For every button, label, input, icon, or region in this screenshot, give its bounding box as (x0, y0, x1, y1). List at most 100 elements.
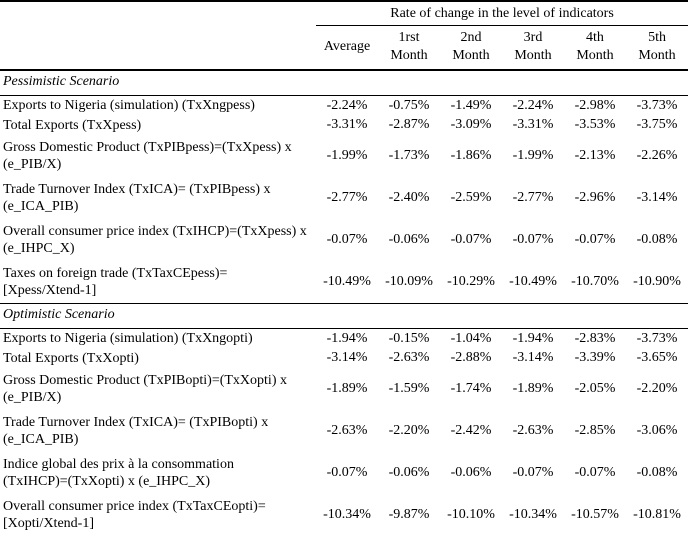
span-header: Rate of change in the level of indicator… (316, 1, 688, 26)
table-row: Trade Turnover Index (TxICA)= (TxPIBopti… (0, 410, 688, 452)
value-cell: -10.57% (571, 506, 619, 522)
table-row: Gross Domestic Product (TxPIBopti)=(TxXo… (0, 368, 688, 410)
value-cell: -1.99% (512, 148, 554, 164)
table-row: Overall consumer price index (TxTaxCEopt… (0, 494, 688, 533)
value-cell: -0.07% (512, 465, 554, 481)
value-cell: -3.75% (636, 117, 678, 133)
value-cell: -2.63% (512, 423, 554, 439)
table-row: Exports to Nigeria (simulation) (TxXngop… (0, 328, 688, 348)
value-cell: -3.14% (636, 190, 678, 206)
table-row: Total Exports (TxXpess) -3.31% -2.87% -3… (0, 115, 688, 135)
value-cell: -2.63% (388, 350, 430, 366)
column-header-month-1: 1rst Month (378, 25, 440, 71)
value-cell: -9.87% (388, 506, 430, 522)
value-cell: -2.83% (574, 330, 616, 346)
value-cell: -10.34% (323, 506, 371, 522)
row-label: Gross Domestic Product (TxPIBopti)=(TxXo… (3, 373, 287, 406)
table-row: Gross Domestic Product (TxPIBpess)=(TxXp… (0, 135, 688, 177)
row-label: Total Exports (TxXpess) (3, 117, 142, 133)
value-cell: -2.85% (574, 423, 616, 439)
value-cell: -0.75% (388, 97, 430, 113)
value-cell: -3.14% (512, 350, 554, 366)
value-cell: -2.63% (326, 423, 368, 439)
row-label: Overall consumer price index (TxTaxCEopt… (3, 498, 266, 531)
scenario-title: Pessimistic Scenario (0, 69, 688, 96)
column-header-average: Average (316, 25, 378, 71)
value-cell: -1.04% (450, 330, 492, 346)
value-cell: -0.08% (636, 465, 678, 481)
value-cell: -3.31% (512, 117, 554, 133)
value-cell: -3.73% (636, 97, 678, 113)
row-label: Indice global des prix à la consommation… (3, 457, 234, 490)
table-row: Trade Turnover Index (TxICA)= (TxPIBpess… (0, 177, 688, 219)
column-header-row: Average 1rst Month 2nd Month 3rd Month 4… (0, 25, 688, 71)
row-label: Trade Turnover Index (TxICA)= (TxPIBopti… (3, 415, 269, 448)
row-label: Total Exports (TxXopti) (3, 350, 139, 366)
value-cell: -10.29% (447, 274, 495, 290)
value-cell: -2.05% (574, 381, 616, 397)
value-cell: -2.87% (388, 117, 430, 133)
column-header-month-3: 3rd Month (502, 25, 564, 71)
value-cell: -0.08% (636, 232, 678, 248)
value-cell: -1.49% (450, 97, 492, 113)
value-cell: -0.07% (574, 465, 616, 481)
value-cell: -2.13% (574, 148, 616, 164)
value-cell: -3.39% (574, 350, 616, 366)
value-cell: -10.09% (385, 274, 433, 290)
value-cell: -2.77% (512, 190, 554, 206)
value-cell: -3.06% (636, 423, 678, 439)
value-cell: -2.40% (388, 190, 430, 206)
row-label: Exports to Nigeria (simulation) (TxXngpe… (3, 98, 255, 114)
value-cell: -3.14% (326, 350, 368, 366)
value-cell: -3.53% (574, 117, 616, 133)
value-cell: -0.06% (388, 465, 430, 481)
table-row: Overall consumer price index (TxIHCP)=(T… (0, 219, 688, 261)
value-cell: -2.59% (450, 190, 492, 206)
section-heading-pessimistic: Pessimistic Scenario (0, 69, 688, 96)
value-cell: -1.94% (326, 330, 368, 346)
table-row: Taxes on foreign trade (TxTaxCEpess)= [X… (0, 261, 688, 303)
value-cell: -2.20% (636, 381, 678, 397)
value-cell: -1.89% (326, 381, 368, 397)
value-cell: -10.49% (323, 274, 371, 290)
row-label: Overall consumer price index (TxIHCP)=(T… (3, 224, 307, 257)
value-cell: -0.06% (450, 465, 492, 481)
value-cell: -1.89% (512, 381, 554, 397)
value-cell: -0.06% (388, 232, 430, 248)
value-cell: -1.73% (388, 148, 430, 164)
value-cell: -0.15% (388, 330, 430, 346)
value-cell: -10.49% (509, 274, 557, 290)
row-label: Gross Domestic Product (TxPIBpess)=(TxXp… (3, 140, 292, 173)
table-row: Indice global des prix à la consommation… (0, 452, 688, 494)
value-cell: -0.07% (450, 232, 492, 248)
value-cell: -2.24% (512, 97, 554, 113)
corner-cell (0, 1, 316, 71)
value-cell: -1.59% (388, 381, 430, 397)
value-cell: -0.07% (326, 465, 368, 481)
row-label: Exports to Nigeria (simulation) (TxXngop… (3, 331, 253, 347)
table-row: Exports to Nigeria (simulation) (TxXngpe… (0, 95, 688, 115)
value-cell: -10.34% (509, 506, 557, 522)
value-cell: -1.86% (450, 148, 492, 164)
row-label: Trade Turnover Index (TxICA)= (TxPIBpess… (3, 182, 271, 215)
value-cell: -1.74% (450, 381, 492, 397)
value-cell: -2.42% (450, 423, 492, 439)
value-cell: -2.26% (636, 148, 678, 164)
scenario-title: Optimistic Scenario (0, 302, 688, 329)
column-header-month-4: 4th Month (564, 25, 626, 71)
value-cell: -1.99% (326, 148, 368, 164)
row-label: Taxes on foreign trade (TxTaxCEpess)= [X… (3, 265, 228, 299)
value-cell: -2.96% (574, 190, 616, 206)
value-cell: -3.09% (450, 117, 492, 133)
column-header-month-2: 2nd Month (440, 25, 502, 71)
value-cell: -2.98% (574, 97, 616, 113)
value-cell: -0.07% (326, 232, 368, 248)
table-row: Total Exports (TxXopti) -3.14% -2.63% -2… (0, 348, 688, 368)
column-header-month-5: 5th Month (626, 25, 688, 71)
value-cell: -10.81% (633, 506, 681, 522)
value-cell: -10.90% (633, 274, 681, 290)
value-cell: -0.07% (574, 232, 616, 248)
value-cell: -2.24% (326, 97, 368, 113)
